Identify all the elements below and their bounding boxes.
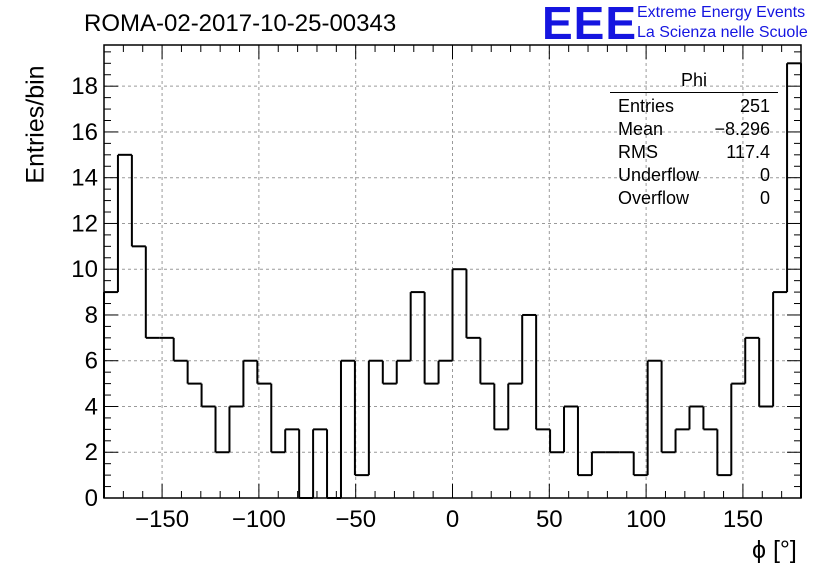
x-tick-label: −50 — [335, 506, 376, 533]
y-tick-label: 2 — [85, 439, 98, 466]
plot-frame — [103, 44, 802, 499]
stats-value: 251 — [739, 96, 770, 116]
x-axis-label: ϕ [°] — [752, 536, 797, 564]
stats-row-mean: Mean −8.296 — [610, 118, 778, 141]
stats-value: 0 — [759, 188, 770, 208]
logo-tagline-2: La Scienza nelle Scuole — [637, 24, 808, 41]
y-tick-label: 18 — [71, 73, 98, 100]
stats-label: Entries — [618, 96, 675, 116]
y-tick-label: 12 — [71, 210, 98, 237]
y-tick-label: 8 — [85, 302, 98, 329]
stats-value: 117.4 — [726, 142, 770, 162]
x-tick-label: −150 — [135, 506, 189, 533]
x-tick-label: −100 — [232, 506, 286, 533]
logo-tagline-1: Extreme Energy Events — [637, 4, 806, 21]
stats-label: Overflow — [618, 188, 690, 208]
stats-label: Underflow — [618, 165, 700, 185]
stats-row-overflow: Overflow 0 — [610, 187, 778, 210]
y-tick-label: 0 — [85, 485, 98, 512]
y-tick-label: 10 — [71, 256, 98, 283]
y-tick-label: 6 — [85, 348, 98, 375]
stats-title: Phi — [610, 70, 778, 93]
eee-logo: EEE — [542, 0, 638, 49]
y-tick-label: 16 — [71, 119, 98, 146]
stats-row-entries: Entries 251 — [610, 95, 778, 118]
x-tick-label: 50 — [536, 506, 563, 533]
stats-value: 0 — [759, 165, 770, 185]
x-tick-label: 100 — [626, 506, 666, 533]
x-tick-label: 150 — [723, 506, 763, 533]
stats-label: RMS — [618, 142, 658, 162]
stats-box: Phi Entries 251 Mean −8.296 RMS 117.4 Un… — [610, 70, 778, 210]
x-tick-label: 0 — [446, 506, 459, 533]
stats-label: Mean — [618, 119, 664, 139]
chart-title: ROMA-02-2017-10-25-00343 — [84, 10, 397, 37]
stats-value: −8.296 — [714, 119, 770, 139]
y-tick-label: 14 — [71, 165, 98, 192]
y-tick-label: 4 — [85, 393, 98, 420]
stats-row-rms: RMS 117.4 — [610, 141, 778, 164]
stats-row-underflow: Underflow 0 — [610, 164, 778, 187]
